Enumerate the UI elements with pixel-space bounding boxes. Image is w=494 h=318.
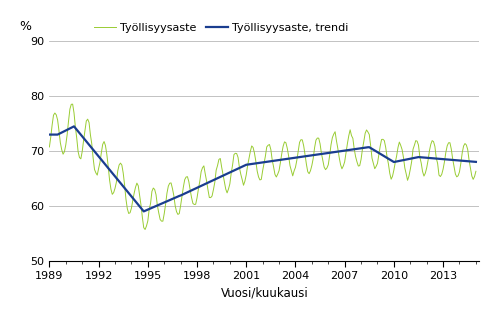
Työllisyysaste, trendi xyxy=(71,124,77,128)
Työllisyysaste, trendi xyxy=(46,133,52,136)
Työllisyysaste, trendi xyxy=(164,199,170,203)
Työllisyysaste, trendi xyxy=(446,158,452,162)
Työllisyysaste xyxy=(142,228,148,232)
Työllisyysaste xyxy=(384,155,390,159)
Työllisyysaste, trendi xyxy=(184,190,190,194)
Työllisyysaste, trendi xyxy=(384,156,390,160)
Työllisyysaste, trendi xyxy=(141,210,147,213)
X-axis label: Vuosi/kuukausi: Vuosi/kuukausi xyxy=(220,287,308,300)
Työllisyysaste, trendi xyxy=(59,131,65,135)
Työllisyysaste, trendi xyxy=(473,160,479,164)
Työllisyysaste xyxy=(59,148,65,152)
Työllisyysaste, trendi xyxy=(349,148,355,152)
Työllisyysaste xyxy=(184,175,190,179)
Line: Työllisyysaste: Työllisyysaste xyxy=(49,104,476,230)
Legend: Työllisyysaste, Työllisyysaste, trendi: Työllisyysaste, Työllisyysaste, trendi xyxy=(89,18,353,37)
Line: Työllisyysaste, trendi: Työllisyysaste, trendi xyxy=(49,126,476,211)
Työllisyysaste xyxy=(46,145,52,149)
Työllisyysaste xyxy=(164,191,170,195)
Työllisyysaste xyxy=(70,102,76,106)
Työllisyysaste xyxy=(446,141,452,145)
Työllisyysaste xyxy=(473,169,479,173)
Työllisyysaste xyxy=(349,134,355,138)
Text: %: % xyxy=(19,20,31,32)
